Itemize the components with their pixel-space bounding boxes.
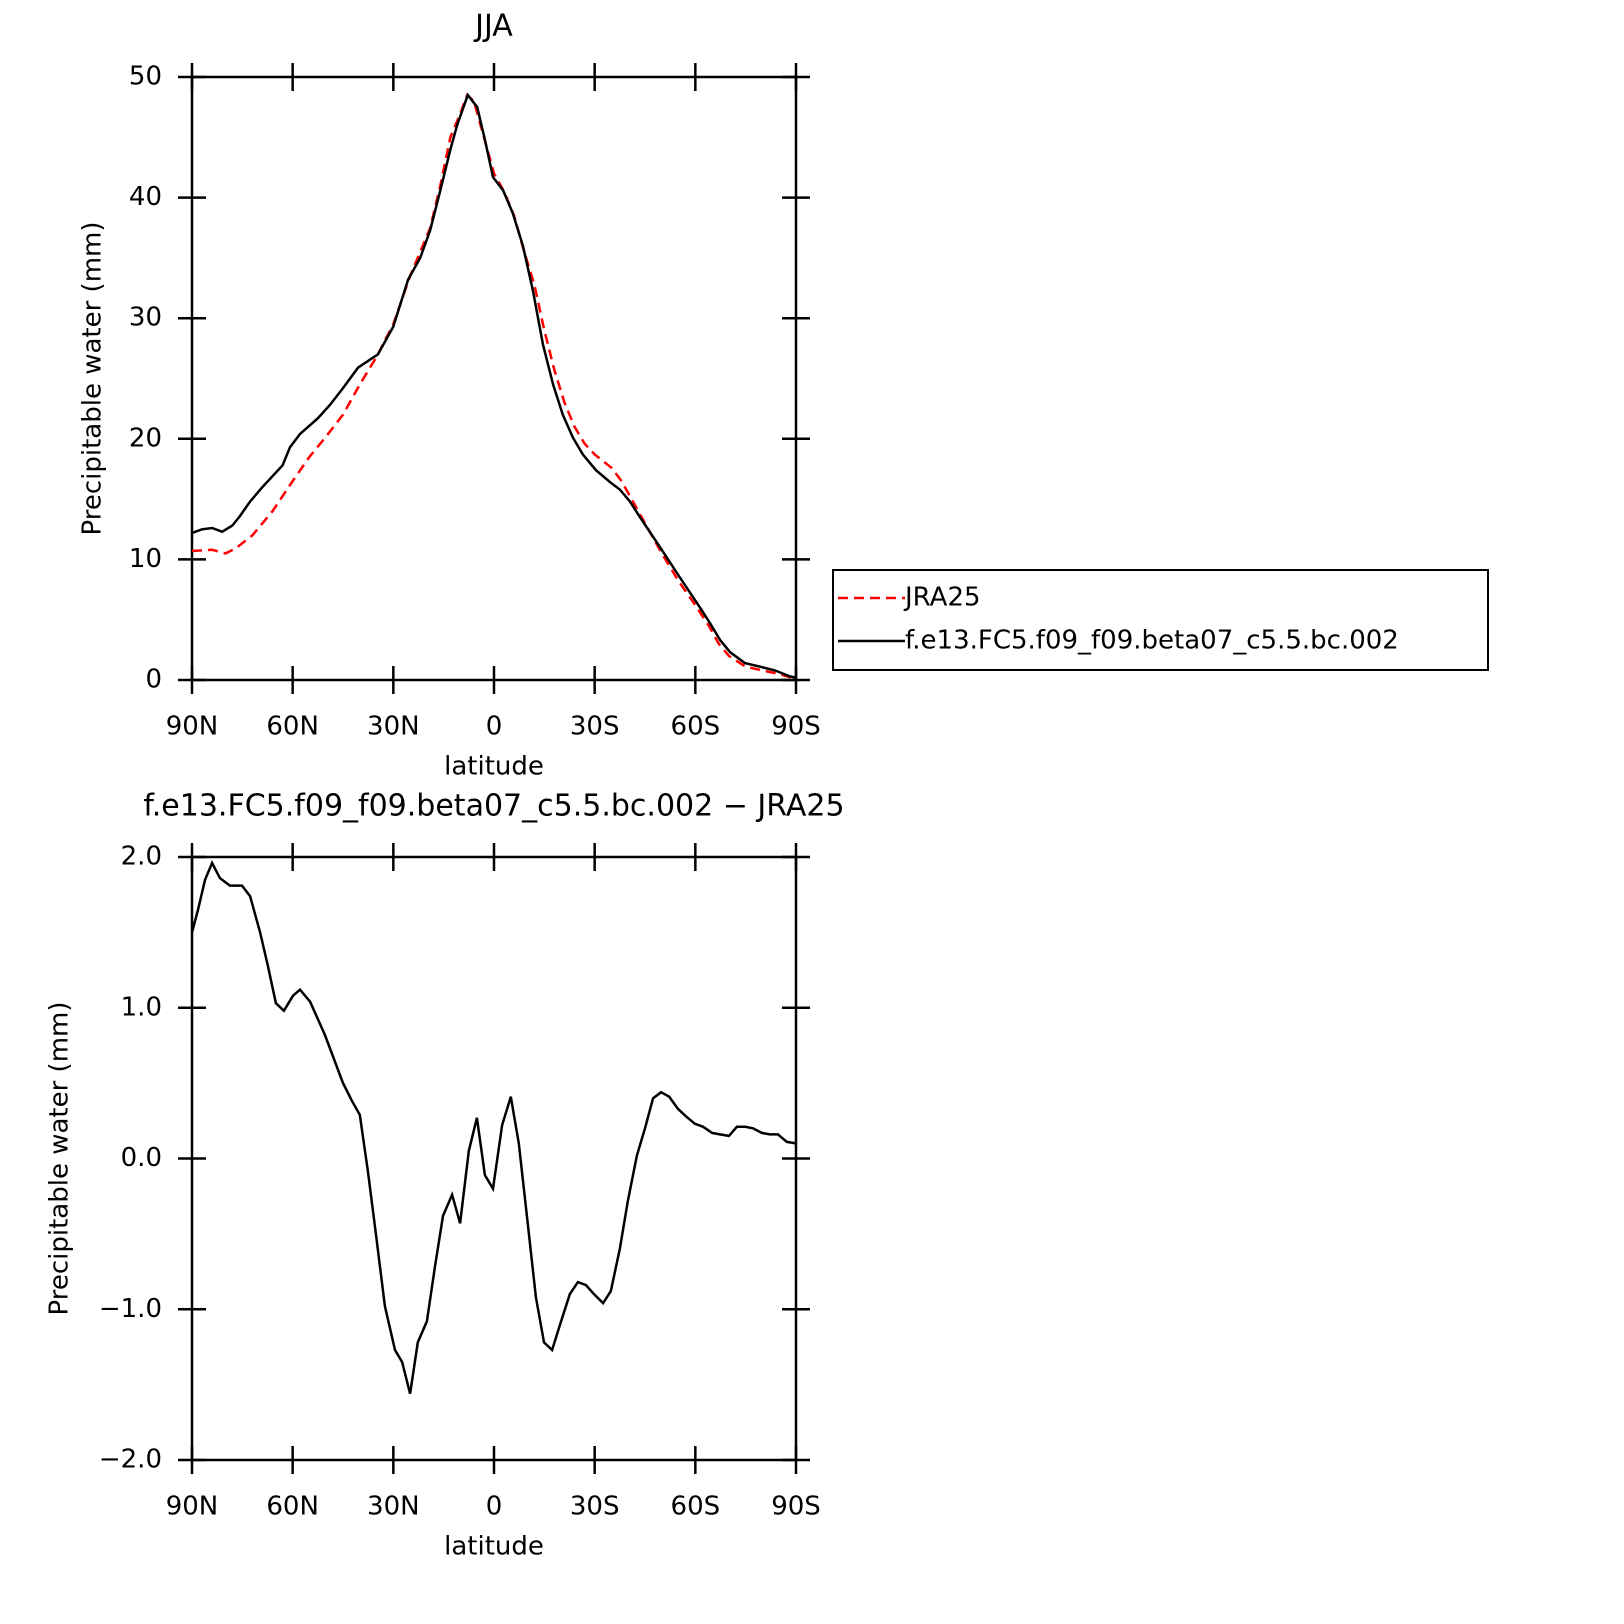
x-tick-label: 30S [570,712,620,742]
chart-title: f.e13.FC5.f09_f09.beta07_c5.5.bc.002 − J… [143,789,844,824]
legend-label: f.e13.FC5.f09_f09.beta07_c5.5.bc.002 [905,626,1399,656]
data-line [190,860,797,1395]
y-tick-label: 50 [129,62,162,92]
x-axis-label: latitude [444,1532,544,1562]
x-tick-label: 30N [367,1492,420,1522]
x-tick-label: 30S [570,1492,620,1522]
y-tick-label: 0.0 [121,1143,162,1173]
y-tick-label: 10 [129,544,162,574]
x-tick-label: 60N [266,712,319,742]
y-axis-label: Precipitable water (mm) [78,222,108,536]
x-axis-label: latitude [444,752,544,782]
y-tick-label: 2.0 [121,842,162,872]
legend-box [832,569,1489,671]
plot-frame [190,855,798,1462]
legend-label: JRA25 [903,583,981,613]
y-tick-label: 20 [129,423,162,453]
x-tick-label: 90S [771,1492,821,1522]
x-tick-label: 60S [671,1492,721,1522]
y-tick-label: −1.0 [99,1294,162,1324]
x-tick-label: 90N [166,712,219,742]
y-tick-label: 0 [145,665,162,695]
x-tick-label: 0 [486,712,503,742]
x-tick-label: 60S [671,712,721,742]
x-tick-label: 0 [486,1492,503,1522]
y-axis-label: Precipitable water (mm) [45,1002,75,1316]
plot-frame [190,75,798,682]
chart-title: JJA [473,9,513,44]
y-tick-label: −2.0 [99,1445,162,1475]
y-tick-label: 1.0 [121,992,162,1022]
y-tick-label: 40 [129,182,162,212]
data-line [191,92,797,681]
x-tick-label: 60N [266,1492,319,1522]
x-tick-label: 90N [166,1492,219,1522]
y-tick-label: 30 [129,303,162,333]
data-line [191,92,797,679]
x-tick-label: 30N [367,712,420,742]
x-tick-label: 90S [771,712,821,742]
